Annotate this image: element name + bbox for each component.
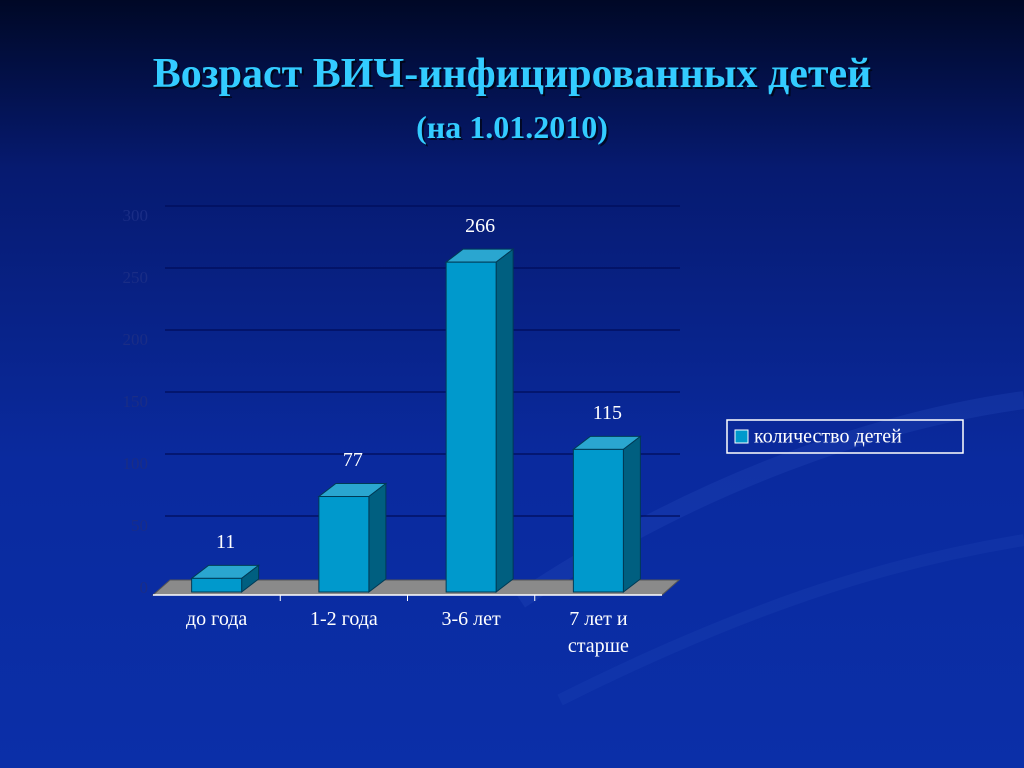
x-tick-label: до года [185,608,248,630]
y-tick-label: 0 [140,578,149,597]
x-tick-label: 3-6 лет [441,608,501,630]
bar-side [622,435,641,594]
bar-side [368,482,387,594]
x-tick-label: 1-2 года [309,608,378,630]
legend-swatch [734,429,749,444]
x-tick-label: 7 лет и старше [567,608,629,657]
background-swoosh [557,534,1024,706]
y-tick-label: 150 [123,392,149,411]
value-label: 266 [465,215,495,237]
bar [191,577,243,593]
title-shadow: Возраст ВИЧ-инфицированных детей [155,53,874,99]
bar [445,261,497,593]
chart-subtitle: (на 1.01.2010) [416,109,608,145]
value-label: 11 [216,531,235,553]
y-tick-label: 250 [123,268,149,287]
y-tick-label: 300 [123,206,149,225]
y-tick-label: 100 [123,454,149,473]
chart-title: Возраст ВИЧ-инфицированных детей [153,51,872,97]
value-label: 115 [593,402,622,424]
legend-label: количество детей [754,426,902,448]
bar-side [495,248,514,594]
y-tick-label: 50 [131,516,148,535]
bar [318,496,370,593]
bar [572,448,624,593]
value-label: 77 [343,449,363,471]
subtitle-shadow: (на 1.01.2010) [418,111,610,147]
legend-box [726,419,964,454]
y-tick-label: 200 [123,330,149,349]
